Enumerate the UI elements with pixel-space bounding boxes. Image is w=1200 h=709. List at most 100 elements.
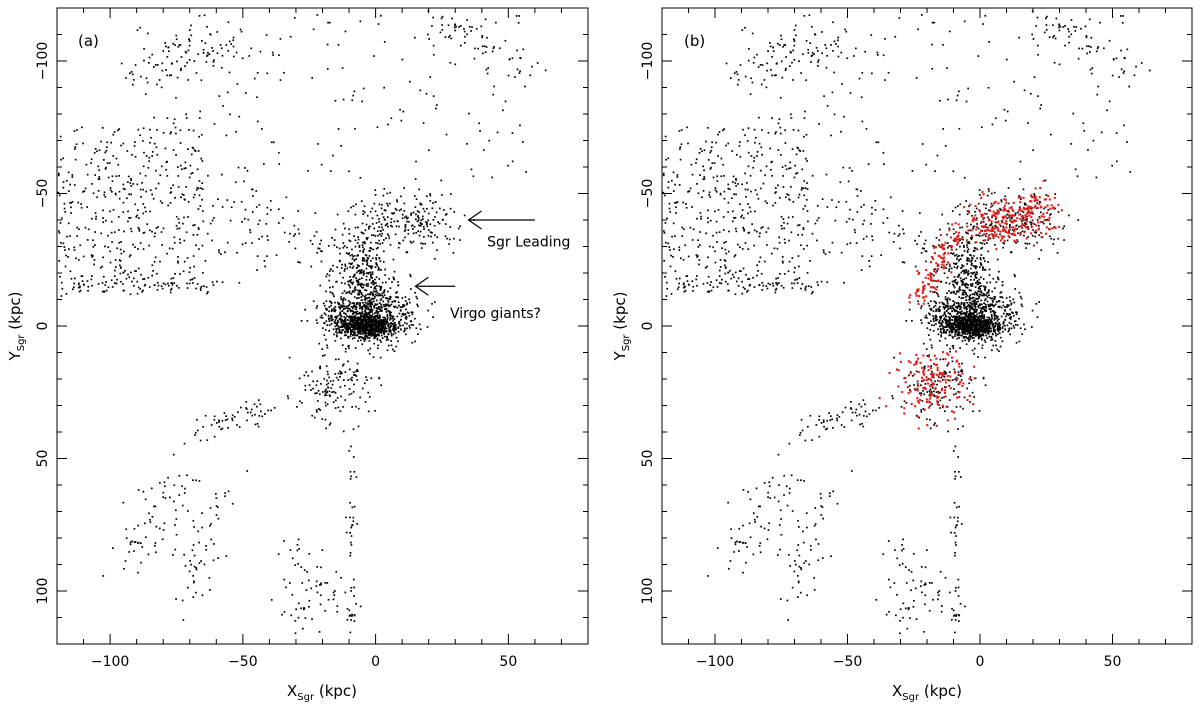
panel-b-black-star-point bbox=[772, 204, 774, 207]
panel-a-black-star-point bbox=[338, 318, 341, 321]
panel-b-black-star-point bbox=[766, 287, 769, 290]
panel-b-black-star-point bbox=[990, 339, 992, 341]
panel-a-black-star-point bbox=[354, 373, 357, 376]
panel-b-black-star-point bbox=[780, 154, 782, 156]
panel-a-black-star-point bbox=[357, 407, 360, 410]
panel-a-black-star-point bbox=[343, 297, 345, 300]
panel-a-black-star-point bbox=[229, 113, 231, 116]
panel-a-black-star-point bbox=[358, 318, 361, 320]
panel-a-black-star-point bbox=[237, 411, 239, 414]
panel-b-black-star-point bbox=[764, 200, 767, 203]
panel-b-black-star-point bbox=[805, 40, 808, 42]
panel-a-black-star-point bbox=[428, 229, 430, 231]
panel-b-black-star-point bbox=[942, 128, 944, 130]
panel-b-black-star-point bbox=[953, 303, 956, 306]
panel-a-black-star-point bbox=[381, 242, 384, 244]
panel-a-black-star-point bbox=[316, 322, 319, 324]
panel-a-black-star-point bbox=[359, 306, 362, 309]
panel-a-black-star-point bbox=[362, 324, 365, 326]
panel-a-black-star-point bbox=[360, 200, 363, 202]
panel-a-black-star-point bbox=[329, 170, 332, 172]
panel-b-black-star-point bbox=[953, 301, 956, 304]
panel-b-black-star-point bbox=[823, 95, 825, 97]
panel-a-black-star-point bbox=[259, 403, 262, 406]
panel-b-black-star-point bbox=[972, 316, 975, 319]
panel-a-black-star-point bbox=[310, 587, 313, 590]
panel-b-black-star-point bbox=[944, 296, 947, 298]
panel-b-black-star-point bbox=[708, 194, 710, 196]
panel-a-black-star-point bbox=[367, 410, 370, 413]
panel-a-black-star-point bbox=[404, 226, 407, 229]
panel-b-black-star-point bbox=[983, 339, 986, 342]
panel-a-black-star-point bbox=[384, 209, 386, 211]
panel-b-black-star-point bbox=[744, 134, 746, 137]
panel-b-black-star-point bbox=[663, 230, 665, 232]
panel-b-black-star-point bbox=[999, 292, 1002, 294]
panel-a-black-star-point bbox=[221, 427, 224, 430]
panel-b-black-star-point bbox=[727, 271, 730, 274]
panel-a-black-star-point bbox=[324, 582, 327, 584]
panel-b-black-star-point bbox=[707, 275, 710, 278]
panel-b-black-star-point bbox=[852, 218, 854, 221]
panel-b-black-star-point bbox=[977, 333, 979, 335]
panel-a-black-star-point bbox=[76, 226, 79, 229]
panel-b-black-star-point bbox=[921, 14, 923, 16]
panel-a-black-star-point bbox=[432, 316, 434, 318]
panel-b-black-star-point bbox=[860, 96, 863, 99]
panel-a-black-star-point bbox=[342, 308, 345, 311]
panel-a-black-star-point bbox=[395, 336, 398, 339]
panel-b-black-star-point bbox=[826, 281, 829, 283]
panel-a-black-star-point bbox=[328, 376, 330, 379]
panel-a-black-star-point bbox=[454, 29, 457, 32]
panel-a-black-star-point bbox=[166, 252, 168, 255]
panel-b-black-star-point bbox=[987, 303, 990, 306]
panel-a-black-star-point bbox=[340, 371, 342, 374]
panel-a-black-star-point bbox=[90, 158, 93, 161]
panel-b-black-star-point bbox=[1092, 139, 1095, 142]
panel-b-black-star-point bbox=[948, 334, 951, 337]
panel-b-black-star-point bbox=[1052, 36, 1054, 39]
panel-a-black-star-point bbox=[134, 246, 136, 248]
panel-b-black-star-point bbox=[998, 350, 1000, 352]
panel-a-black-star-point bbox=[359, 332, 361, 334]
panel-a-black-star-point bbox=[307, 170, 309, 172]
panel-b-black-star-point bbox=[882, 54, 885, 57]
panel-b-black-star-point bbox=[993, 312, 995, 314]
panel-b-black-star-point bbox=[665, 241, 667, 244]
panel-a-black-star-point bbox=[391, 300, 394, 303]
panel-a-black-star-point bbox=[384, 325, 387, 328]
panel-a-black-star-point bbox=[519, 57, 522, 60]
panel-a-black-star-point bbox=[354, 315, 356, 317]
panel-a-black-star-point bbox=[347, 305, 349, 307]
panel-b-black-star-point bbox=[949, 326, 952, 328]
panel-b-black-star-point bbox=[749, 174, 752, 177]
panel-a-black-star-point bbox=[156, 83, 158, 86]
panel-b-black-star-point bbox=[715, 220, 718, 223]
panel-a-black-star-point bbox=[359, 291, 361, 293]
panel-b-black-star-point bbox=[924, 250, 927, 252]
panel-a-black-star-point bbox=[359, 322, 361, 325]
panel-a-black-star-point bbox=[380, 326, 383, 329]
panel-a-black-star-point bbox=[238, 426, 241, 428]
panel-a-black-star-point bbox=[208, 577, 211, 579]
panel-a-black-star-point bbox=[441, 194, 443, 196]
panel-a-black-star-point bbox=[351, 315, 354, 318]
panel-a-black-star-point bbox=[142, 278, 144, 280]
panel-a-black-star-point bbox=[154, 545, 156, 547]
panel-a-black-star-point bbox=[359, 270, 362, 273]
panel-a-black-star-point bbox=[136, 214, 138, 217]
panel-a-black-star-point bbox=[217, 517, 220, 520]
panel-b-black-star-point bbox=[718, 269, 721, 272]
panel-b-black-star-point bbox=[747, 151, 750, 154]
panel-a-black-star-point bbox=[144, 174, 147, 177]
panel-b-black-star-point bbox=[993, 296, 996, 298]
panel-a-black-star-point bbox=[296, 406, 298, 408]
panel-a-black-star-point bbox=[366, 335, 369, 338]
panel-a-black-star-point bbox=[347, 323, 349, 326]
panel-a-black-star-point bbox=[366, 264, 368, 266]
panel-a-black-star-point bbox=[356, 523, 359, 525]
panel-a-black-star-point bbox=[59, 135, 62, 138]
panel-b-black-star-point bbox=[701, 196, 703, 199]
panel-b-black-star-point bbox=[946, 276, 949, 279]
panel-a-black-star-point bbox=[261, 415, 264, 418]
